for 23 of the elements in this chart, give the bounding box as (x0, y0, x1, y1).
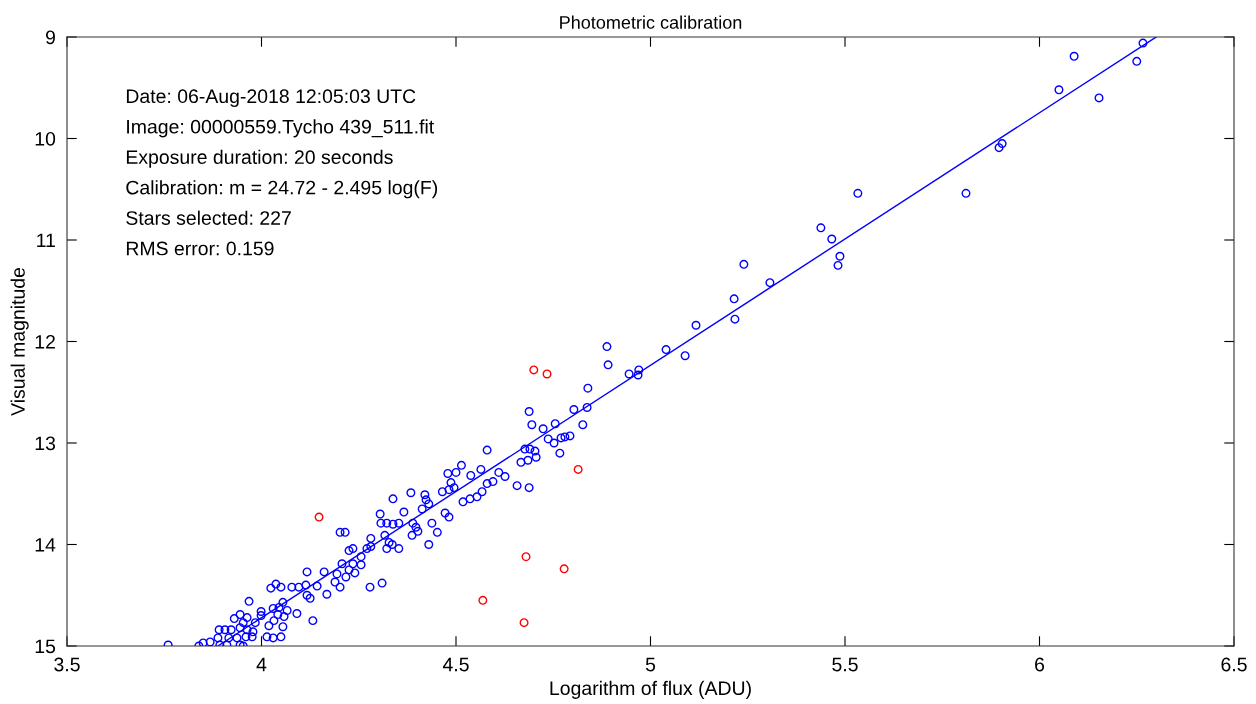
annotation: Image: 00000559.Tycho 439_511.fit (127, 119, 435, 138)
y-tick-label: 12 (35, 334, 55, 349)
x-tick-label: 6 (1035, 657, 1045, 672)
annotation: Exposure duration: 20 seconds (126, 149, 393, 168)
x-tick-label: 4 (256, 657, 267, 672)
x-tick-label: 3.5 (54, 657, 80, 672)
x-tick-label: 4.5 (442, 657, 469, 672)
annotation: RMS error: 0.159 (126, 241, 274, 256)
y-tick-label: 15 (35, 639, 56, 654)
x-axis-title: Logarithm of flux (ADU) (550, 680, 751, 699)
y-tick-label: 13 (35, 436, 56, 451)
x-tick-label: 6.5 (1221, 657, 1247, 672)
y-tick-label: 14 (35, 538, 56, 552)
annotation: Calibration: m = 24.72 - 2.495 log(F) (126, 180, 438, 199)
annotation: Date: 06-Aug-2018 12:05:03 UTC (126, 89, 416, 107)
y-tick-label: 9 (45, 30, 55, 45)
annotation: Stars selected: 227 (126, 210, 291, 225)
x-tick-label: 5 (645, 657, 656, 672)
y-axis-title: Visual magnitude (10, 267, 29, 416)
y-tick-label: 10 (35, 131, 56, 146)
y-tick-label: 11 (37, 233, 55, 248)
x-tick-label: 5.5 (832, 657, 858, 672)
chart-title: Photometric calibration (560, 15, 742, 29)
